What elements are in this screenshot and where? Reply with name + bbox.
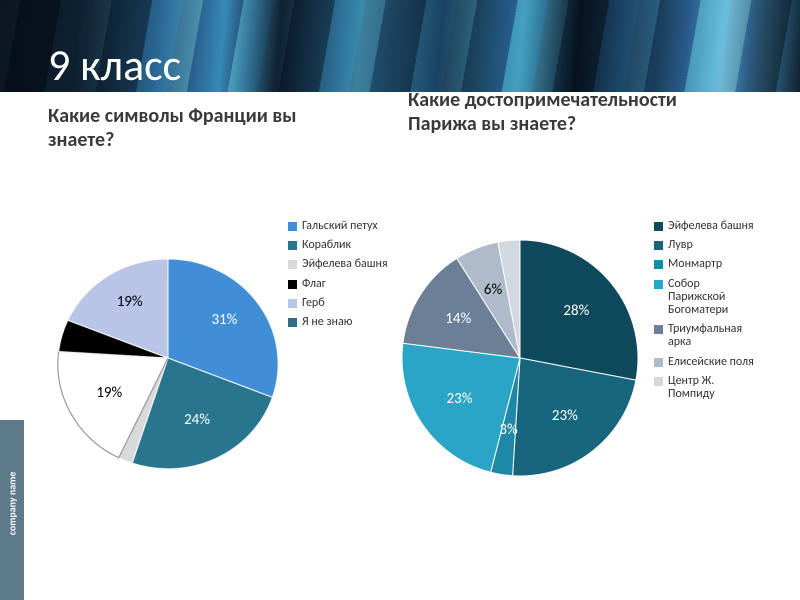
pie-chart-sights: 28% 23% 3% 23% 14% 6% [392,230,648,486]
pie-percent-label: 24% [184,411,210,429]
subtitle-right: Какие достопримечательности Парижа вы зн… [408,88,728,136]
legend-swatch [288,280,297,289]
legend-label: Лувр [668,239,693,252]
legend-swatch [654,241,663,250]
legend-symbols: Гальский петух Кораблик Эйфелева башня Флаг… [288,220,388,335]
sidebar-label: company name [6,472,19,536]
legend-item: Лувр [654,239,758,252]
legend-swatch [654,325,663,334]
legend-label: Гальский петух [302,220,378,233]
legend-label: Флаг [302,278,326,291]
legend-item: Монмартр [654,258,758,271]
legend-label: Герб [302,297,325,310]
legend-label: Центр Ж. Помпиду [668,375,758,401]
legend-item: Герб [288,297,388,310]
pie-percent-label: 14% [445,310,471,328]
legend-label: Триумфальная арка [668,323,758,349]
legend-swatch [288,222,297,231]
legend-item: Центр Ж. Помпиду [654,375,758,401]
pie-percent-label: 28% [563,302,589,320]
legend-item: Эйфелева башня [654,220,758,233]
legend-item: Эйфелева башня [288,258,388,271]
legend-item: Я не знаю [288,316,388,329]
legend-label: Кораблик [302,239,351,252]
legend-label: Монмартр [668,258,722,271]
legend-label: Собор Парижской Богоматери [668,278,758,318]
legend-item: Флаг [288,278,388,291]
legend-item: Собор Парижской Богоматери [654,278,758,318]
pie-percent-label: 3% [499,421,517,439]
legend-label: Я не знаю [302,316,352,329]
subtitle-left: Какие символы Франции вы знаете? [48,104,328,152]
pie-percent-label: 6% [484,281,502,299]
legend-swatch [654,358,663,367]
legend-label: Эйфелева башня [668,220,754,233]
page-title: 9 класс [48,38,181,92]
pie-chart-symbols: 31% 24% 19% 19% [48,238,288,478]
pie-percent-label: 23% [552,407,578,425]
legend-item: Кораблик [288,239,388,252]
pie-percent-label: 31% [211,311,237,329]
legend-swatch [654,222,663,231]
legend-item: Елисейские поля [654,356,758,369]
legend-swatch [288,318,297,327]
legend-swatch [288,241,297,250]
legend-item: Гальский петух [288,220,388,233]
pie-percent-label: 19% [96,384,122,402]
legend-item: Триумфальная арка [654,323,758,349]
legend-label: Елисейские поля [668,356,754,369]
legend-swatch [288,260,297,269]
legend-swatch [288,299,297,308]
legend-swatch [654,280,663,289]
pie-percent-label: 23% [447,390,473,408]
legend-sights: Эйфелева башня Лувр Монмартр Собор Парижско… [654,220,758,407]
legend-label: Эйфелева башня [302,258,388,271]
legend-swatch [654,377,663,386]
pie-percent-label: 19% [117,293,143,311]
legend-swatch [654,260,663,269]
